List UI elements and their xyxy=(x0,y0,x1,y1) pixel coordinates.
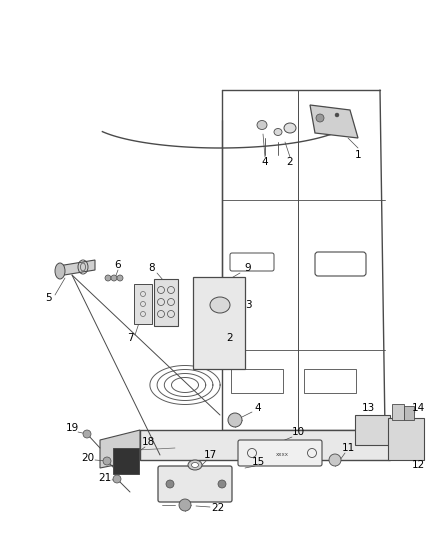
Text: 17: 17 xyxy=(203,450,217,460)
FancyBboxPatch shape xyxy=(388,418,424,460)
Text: 20: 20 xyxy=(81,453,95,463)
Circle shape xyxy=(329,454,341,466)
Circle shape xyxy=(83,430,91,438)
Circle shape xyxy=(117,275,123,281)
Circle shape xyxy=(316,114,324,122)
Polygon shape xyxy=(140,430,390,460)
Text: 21: 21 xyxy=(99,473,112,483)
FancyBboxPatch shape xyxy=(404,406,414,420)
Text: 22: 22 xyxy=(212,503,225,513)
FancyBboxPatch shape xyxy=(392,404,404,420)
Text: xxxx: xxxx xyxy=(276,451,289,456)
Polygon shape xyxy=(58,260,95,276)
Text: 15: 15 xyxy=(251,457,265,467)
Circle shape xyxy=(111,275,117,281)
Text: 10: 10 xyxy=(291,427,304,437)
Polygon shape xyxy=(100,430,140,468)
Ellipse shape xyxy=(55,263,65,279)
FancyBboxPatch shape xyxy=(158,466,232,502)
Polygon shape xyxy=(355,415,390,445)
Text: 6: 6 xyxy=(115,260,121,270)
Text: 8: 8 xyxy=(148,263,155,273)
Ellipse shape xyxy=(284,123,296,133)
Text: 14: 14 xyxy=(411,403,424,413)
Circle shape xyxy=(218,480,226,488)
Circle shape xyxy=(105,275,111,281)
FancyBboxPatch shape xyxy=(193,277,245,369)
Ellipse shape xyxy=(188,460,202,470)
Circle shape xyxy=(113,475,121,483)
FancyBboxPatch shape xyxy=(154,279,178,326)
Text: 4: 4 xyxy=(254,403,261,413)
Text: 2: 2 xyxy=(287,157,293,167)
Ellipse shape xyxy=(274,128,282,135)
Circle shape xyxy=(103,457,111,465)
Text: 2: 2 xyxy=(227,333,233,343)
FancyBboxPatch shape xyxy=(134,284,152,324)
Ellipse shape xyxy=(191,463,198,467)
Circle shape xyxy=(228,413,242,427)
Text: 18: 18 xyxy=(141,437,155,447)
Polygon shape xyxy=(310,105,358,138)
Ellipse shape xyxy=(210,297,230,313)
Circle shape xyxy=(179,499,191,511)
Circle shape xyxy=(335,113,339,117)
Circle shape xyxy=(166,480,174,488)
Text: 7: 7 xyxy=(127,333,133,343)
Text: 19: 19 xyxy=(65,423,79,433)
Text: 1: 1 xyxy=(355,150,361,160)
Text: 3: 3 xyxy=(245,300,251,310)
FancyBboxPatch shape xyxy=(238,440,322,466)
Text: 12: 12 xyxy=(411,460,424,470)
Text: 9: 9 xyxy=(245,263,251,273)
Text: 13: 13 xyxy=(361,403,374,413)
Ellipse shape xyxy=(257,120,267,130)
Text: 5: 5 xyxy=(45,293,51,303)
FancyBboxPatch shape xyxy=(113,448,139,474)
Text: 11: 11 xyxy=(341,443,355,453)
Text: 4: 4 xyxy=(261,157,268,167)
